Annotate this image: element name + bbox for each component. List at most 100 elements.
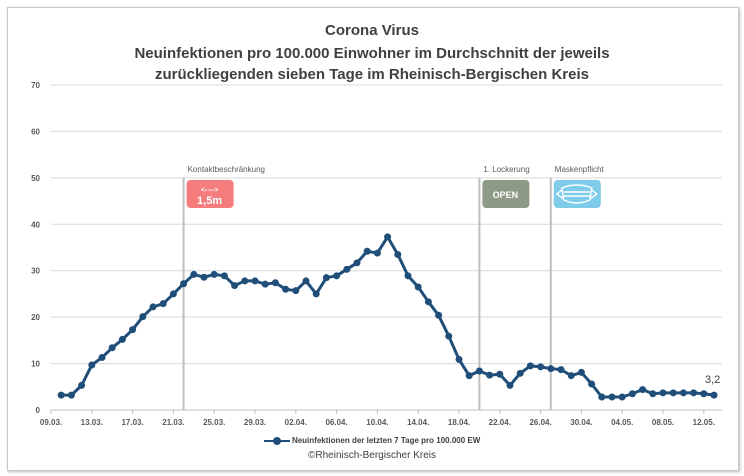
data-point	[486, 371, 494, 379]
y-tick-label: 20	[31, 313, 40, 322]
x-tick-label: 30.04.	[570, 418, 592, 427]
data-point	[261, 280, 269, 288]
data-point	[180, 280, 188, 288]
data-point	[404, 272, 412, 280]
badge-text: OPEN	[493, 190, 519, 200]
legend-label: Neuinfektionen der letzten 7 Tage pro 10…	[291, 436, 481, 445]
data-point	[241, 277, 249, 285]
data-point	[343, 265, 351, 273]
data-point	[669, 389, 677, 397]
x-tick-label: 09.03.	[40, 418, 62, 427]
data-point	[57, 391, 65, 399]
data-point	[608, 393, 616, 401]
badge-text: 1,5m	[197, 195, 222, 207]
data-point	[649, 390, 657, 398]
data-point	[169, 290, 177, 298]
data-point	[292, 287, 300, 295]
data-point	[139, 313, 147, 321]
y-tick-label: 50	[31, 174, 40, 183]
data-point	[353, 259, 361, 267]
x-tick-label: 10.04.	[366, 418, 388, 427]
x-tick-label: 13.03.	[81, 418, 103, 427]
event-label: Maskenpflicht	[555, 165, 605, 174]
chart-title-2: Neuinfektionen pro 100.000 Einwohner im …	[134, 45, 610, 62]
chart-frame	[7, 7, 739, 471]
data-point	[567, 372, 575, 380]
copyright: ©Rheinisch-Bergischer Kreis	[308, 450, 436, 461]
x-tick-label: 02.04.	[285, 418, 307, 427]
data-point	[200, 273, 208, 281]
data-point	[384, 233, 392, 241]
x-tick-label: 14.04.	[407, 418, 429, 427]
legend: Neuinfektionen der letzten 7 Tage pro 10…	[0, 436, 744, 445]
x-tick-label: 22.04.	[489, 418, 511, 427]
y-tick-label: 0	[36, 406, 41, 415]
data-point	[373, 249, 381, 257]
data-point	[88, 361, 96, 369]
data-point	[67, 391, 75, 399]
data-point	[282, 285, 290, 293]
data-point	[639, 386, 647, 394]
y-tick-label: 60	[31, 127, 40, 136]
data-point	[537, 363, 545, 371]
data-point	[557, 366, 565, 374]
x-tick-label: 21.03.	[162, 418, 184, 427]
data-point	[679, 389, 687, 397]
data-point	[659, 389, 667, 397]
x-tick-label: 06.04.	[325, 418, 347, 427]
event-label: Kontaktbeschränkung	[188, 165, 265, 174]
data-point	[435, 311, 443, 319]
x-tick-label: 12.05.	[693, 418, 715, 427]
data-point	[577, 368, 585, 376]
x-tick-label: 04.05.	[611, 418, 633, 427]
data-point	[231, 282, 239, 290]
data-point	[516, 369, 524, 377]
data-point	[700, 390, 708, 398]
data-point	[149, 303, 157, 311]
x-tick-label: 26.04.	[529, 418, 551, 427]
data-point	[333, 272, 341, 280]
data-point	[618, 393, 626, 401]
data-point	[251, 277, 259, 285]
x-tick-label: 18.04.	[448, 418, 470, 427]
data-point	[271, 279, 279, 287]
y-tick-label: 40	[31, 220, 40, 229]
data-point	[506, 381, 514, 389]
data-point	[302, 277, 310, 285]
last-value-label: 3,2	[705, 374, 720, 386]
data-point	[547, 365, 555, 373]
chart-title-3: zurückliegenden sieben Tage im Rheinisch…	[154, 66, 589, 83]
data-point	[394, 250, 402, 258]
data-point	[424, 298, 432, 306]
y-tick-label: 30	[31, 267, 40, 276]
data-point	[108, 344, 116, 352]
data-point	[210, 270, 218, 278]
x-tick-label: 08.05.	[652, 418, 674, 427]
data-point	[118, 335, 126, 343]
data-point	[496, 370, 504, 378]
data-point	[445, 332, 453, 340]
data-point	[190, 270, 198, 278]
y-tick-label: 70	[31, 81, 40, 90]
event-label: 1. Lockerung	[483, 165, 529, 174]
x-tick-label: 29.03.	[244, 418, 266, 427]
data-point	[588, 380, 596, 388]
face-mask-icon	[555, 184, 598, 204]
x-tick-label: 17.03.	[121, 418, 143, 427]
event-badge	[482, 180, 530, 208]
data-point	[414, 283, 422, 291]
data-point	[455, 355, 463, 363]
y-tick-label: 10	[31, 360, 40, 369]
data-point	[465, 372, 473, 380]
data-point	[98, 354, 106, 362]
event-badge	[186, 180, 234, 208]
data-point	[220, 272, 228, 280]
data-point	[598, 393, 606, 401]
data-point	[129, 326, 137, 334]
event-badge	[553, 180, 601, 208]
data-point	[710, 391, 718, 399]
data-point	[322, 274, 330, 282]
data-point	[628, 390, 636, 398]
data-point	[78, 381, 86, 389]
